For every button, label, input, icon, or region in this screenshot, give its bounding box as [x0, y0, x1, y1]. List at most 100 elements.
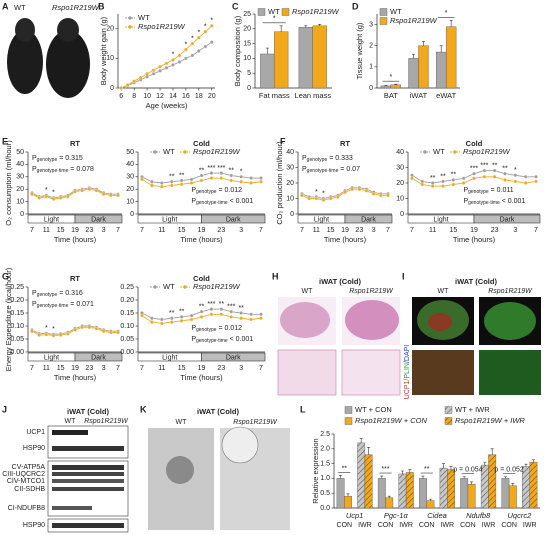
p-symbol: P: [191, 336, 196, 343]
error-bar: [439, 45, 443, 53]
legend-swatch: [379, 8, 388, 16]
x-tick-label: 7: [30, 365, 34, 372]
x-tick-label: 3: [239, 227, 243, 234]
y-tick-label: 0.05: [120, 336, 134, 343]
data-point: [150, 183, 154, 188]
y-tick-label: 0: [247, 85, 251, 92]
phase-label: Light: [44, 354, 59, 361]
x-tick-label: Pgc-1α: [384, 511, 409, 520]
stain-name: /PLIN: [404, 363, 411, 381]
phase-label: Dark: [361, 216, 376, 223]
dark-phase: [344, 214, 393, 224]
significance: *: [52, 190, 55, 197]
p-symbol: P: [463, 187, 468, 194]
y-tick-label: 15: [243, 40, 251, 47]
x-tick-label: 19: [71, 365, 79, 372]
group-label: IWR: [440, 522, 454, 529]
bar: [298, 27, 313, 89]
p-text: = 0.315: [57, 155, 83, 162]
data-point: [441, 179, 445, 184]
band-label: CI-NDUFB8: [8, 505, 45, 512]
data-point: [169, 179, 174, 184]
x-tick-label: BAT: [384, 91, 398, 100]
x-tick-label: 14: [169, 93, 177, 100]
significance: ***: [207, 301, 215, 308]
data-point: [209, 307, 214, 311]
p-value-annotation: Pgenotype·time = 0.07: [302, 166, 360, 174]
data-point: [116, 193, 120, 198]
group-label: CON: [460, 522, 476, 529]
lane-label: WT: [65, 418, 77, 425]
group-label: IWR: [482, 522, 496, 529]
error-bar: [346, 493, 350, 497]
data-point: [73, 189, 77, 194]
legend-marker: [128, 25, 132, 29]
error-bar: [511, 483, 515, 486]
y-tick-label: 40: [16, 161, 24, 168]
x-tick-label: 11: [313, 227, 320, 234]
data-point: [158, 68, 162, 73]
panel-letter: J: [2, 404, 7, 414]
data-point: [184, 56, 188, 61]
bar: [260, 53, 275, 89]
legend-label: Rspo1R219W: [193, 282, 241, 291]
y-tick-label: 0.25: [10, 284, 24, 291]
data-point: [159, 321, 164, 326]
p-text: = 0.316: [57, 290, 83, 297]
bar: [488, 454, 497, 509]
y-tick-label: 30: [16, 174, 24, 181]
p-subscript: genotype: [196, 327, 217, 333]
y-axis-label: Body composition (g): [233, 15, 242, 86]
band-label: HSP90: [23, 522, 45, 529]
bar: [460, 478, 469, 509]
p-text: = 0.07: [338, 166, 360, 173]
y-tick-label: 0: [110, 85, 114, 92]
significance: ***: [381, 466, 389, 473]
data-point: [472, 171, 476, 176]
significance: *: [172, 52, 175, 59]
legend-label: Rspo1R219W: [292, 7, 340, 16]
group-label: CON: [337, 522, 353, 529]
data-point: [420, 179, 425, 184]
error-bar: [421, 41, 425, 46]
y-tick-label: 10: [243, 55, 251, 62]
p-subscript: genotype: [37, 292, 58, 298]
p-subscript: genotype: [468, 189, 489, 195]
error-bar: [408, 469, 412, 473]
phase-label: Dark: [500, 216, 515, 223]
data-point: [199, 315, 204, 319]
data-point: [101, 192, 106, 197]
x-tick-label: 6: [119, 93, 123, 100]
data-point: [229, 178, 234, 183]
data-point: [51, 333, 56, 338]
y-tick-label: 20: [126, 186, 134, 193]
error-bar: [470, 481, 474, 485]
data-point: [169, 183, 174, 188]
error-bar: [462, 476, 466, 479]
x-tick-label: 15: [449, 227, 457, 234]
p-value-annotation: Pgenotype = 0.333: [302, 155, 353, 163]
data-point: [513, 173, 518, 178]
legend-swatch: [281, 8, 290, 16]
dark-phase: [74, 214, 123, 224]
legend-marker: [153, 150, 157, 154]
error-bar: [449, 20, 453, 27]
x-axis-label: Time (hours): [453, 235, 496, 244]
legend-label: WT: [433, 147, 445, 156]
data-point: [37, 196, 42, 200]
data-point: [151, 68, 156, 73]
bar: [419, 478, 427, 509]
bar: [426, 500, 435, 509]
x-tick-label: 3: [102, 365, 106, 372]
significance: *: [45, 325, 48, 332]
significance: **: [199, 304, 205, 311]
data-point: [503, 171, 507, 176]
data-point: [219, 307, 224, 311]
significance: **: [219, 301, 225, 308]
data-point: [410, 176, 414, 181]
data-point: [203, 29, 208, 34]
error-bar: [449, 466, 453, 470]
data-point: [249, 312, 253, 317]
legend-marker: [128, 16, 132, 20]
